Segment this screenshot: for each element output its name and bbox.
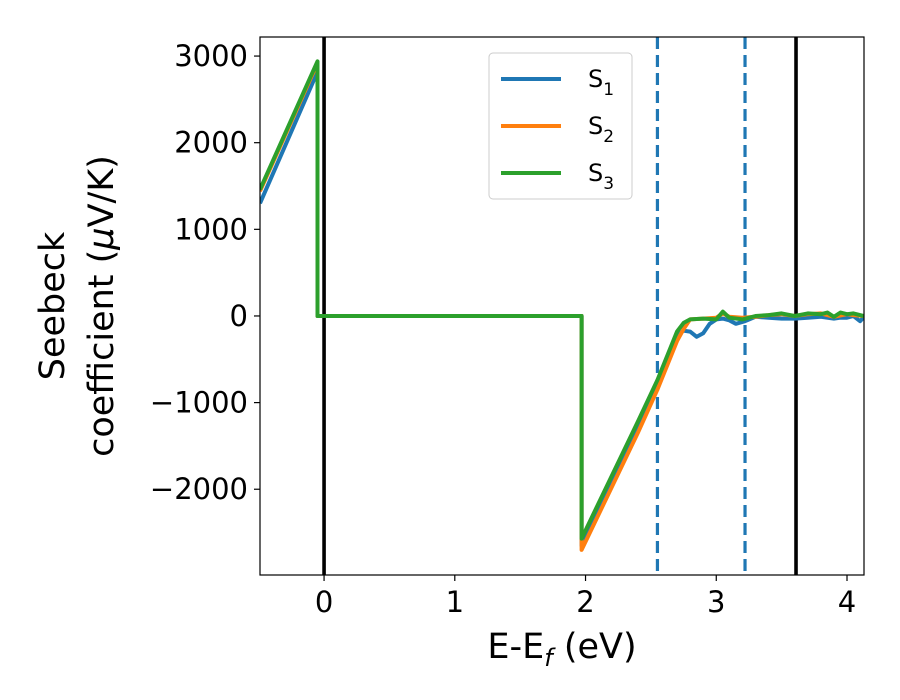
x-ticks: 0 1 2 3 4 <box>315 575 856 619</box>
x-tick-label: 1 <box>446 585 464 619</box>
legend-label-s2: S2 <box>588 112 614 147</box>
x-tick-label: 3 <box>707 585 725 619</box>
y-tick-label: 1000 <box>174 212 248 246</box>
vertical-lines <box>322 37 798 575</box>
y-tick-label: 3000 <box>174 39 248 73</box>
x-tick-label: 2 <box>576 585 594 619</box>
x-axis-title: E-Ef (eV) <box>487 627 636 672</box>
y-tick-label: −2000 <box>150 472 248 506</box>
series-line-s3 <box>260 59 864 541</box>
y-axis-title-line1: Seebeck <box>33 231 73 380</box>
legend-label-s3: S3 <box>588 159 614 194</box>
y-ticks: 3000 2000 1000 0 −1000 −2000 <box>150 39 260 506</box>
y-tick-label: 2000 <box>174 126 248 160</box>
x-tick-label: 4 <box>838 585 856 619</box>
legend-label-s1: S1 <box>588 65 614 100</box>
plot-frame <box>259 36 865 576</box>
legend: S1 S2 S3 <box>488 52 633 200</box>
y-tick-label: 0 <box>230 299 248 333</box>
series-lines <box>260 59 864 552</box>
y-tick-label: −1000 <box>150 386 248 420</box>
y-axis-title-line2: coefficient (μV/K) <box>82 155 122 457</box>
x-tick-label: 0 <box>315 585 333 619</box>
